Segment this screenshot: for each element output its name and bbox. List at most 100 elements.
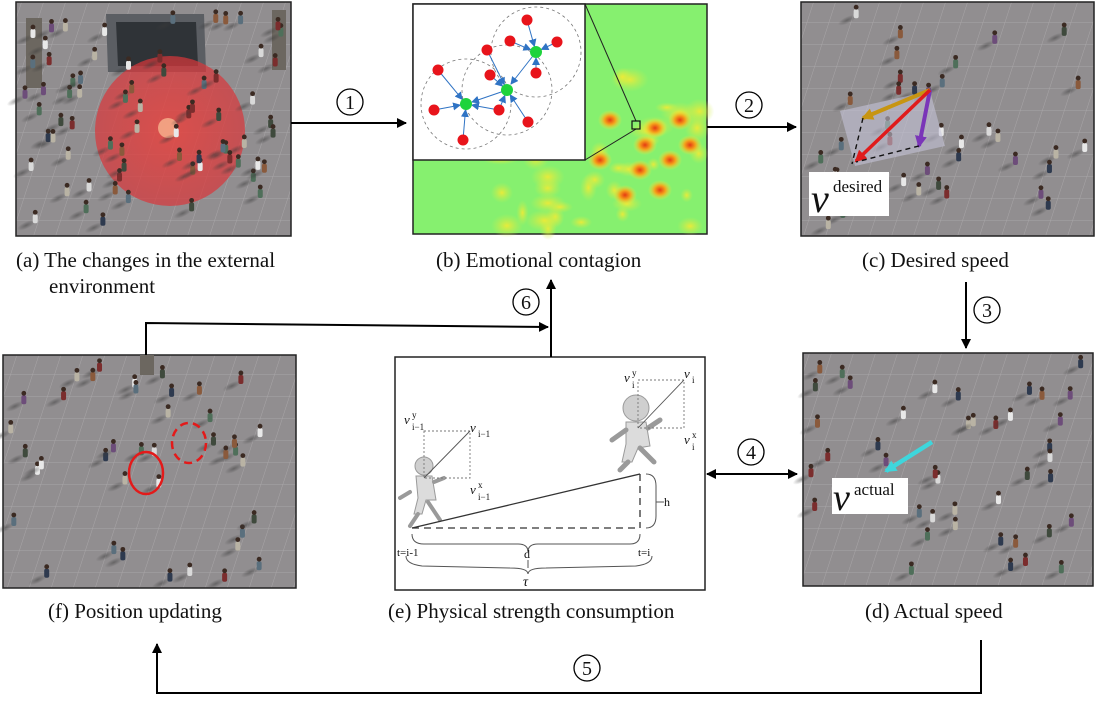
step-2-marker: 2 — [735, 91, 763, 119]
pedestrian — [84, 212, 106, 234]
caption-c: (c) Desired speed — [862, 248, 1009, 272]
pedestrian — [252, 114, 274, 136]
label-v-cur-x-sup: x — [692, 430, 697, 440]
step-5-label: 5 — [582, 658, 592, 680]
pedestrian — [1031, 448, 1053, 470]
pedestrian — [235, 510, 257, 531]
pedestrian — [207, 445, 229, 467]
pedestrian — [117, 380, 139, 401]
pedestrian — [992, 557, 1014, 579]
label-h: h — [664, 495, 670, 509]
panel-f-scene — [0, 354, 297, 590]
pedestrian — [1009, 466, 1030, 488]
pedestrian — [885, 405, 906, 427]
pedestrian — [222, 370, 244, 392]
pedestrian — [86, 22, 108, 44]
label-v-prev-x-sub: i−1 — [478, 492, 490, 502]
pedestrian — [211, 150, 233, 171]
pedestrian — [21, 101, 42, 123]
pedestrian — [153, 383, 175, 405]
label-v-prev-y: v — [404, 412, 410, 427]
label-v-prev-x-sup: x — [478, 480, 483, 490]
pedestrian — [1042, 412, 1063, 433]
pedestrian — [796, 497, 818, 519]
pedestrian — [955, 412, 976, 434]
label-v-cur-y: v — [624, 370, 630, 385]
flow-arrows — [145, 118, 982, 694]
pedestrian — [171, 562, 193, 584]
pedestrian — [70, 178, 92, 199]
pedestrian — [105, 158, 127, 179]
pedestrian — [6, 85, 28, 107]
superscript-actual: actual — [854, 480, 895, 499]
pedestrian — [191, 408, 213, 430]
pedestrian — [880, 81, 902, 103]
pedestrian — [173, 197, 195, 219]
pedestrian — [885, 172, 907, 194]
pedestrian — [970, 122, 992, 143]
pedestrian — [97, 181, 118, 202]
pedestrian — [837, 4, 859, 26]
pedestrian — [824, 364, 845, 386]
pedestrian — [206, 568, 228, 590]
label-v-prev-sub: i−1 — [478, 429, 490, 439]
slope-line — [411, 473, 641, 529]
pedestrian — [1031, 159, 1052, 181]
crowd-f — [0, 358, 263, 590]
panel-e-schematic: v y i−1 v i−1 v x i−1 v y i v i v x i h … — [394, 356, 706, 591]
pedestrian — [222, 10, 244, 32]
step-markers: 1 2 3 4 5 6 — [336, 88, 1001, 682]
pedestrian — [240, 556, 262, 578]
pedestrian — [893, 561, 914, 583]
label-box-actual — [832, 478, 908, 514]
pedestrian — [224, 453, 246, 474]
pedestrian — [107, 89, 128, 111]
pedestrian — [161, 147, 182, 169]
pedestrian — [200, 107, 222, 129]
pedestrian — [158, 123, 179, 145]
pedestrian — [1030, 196, 1051, 218]
step-5-marker: 5 — [573, 654, 601, 682]
pedestrian — [151, 568, 173, 589]
pedestrian — [76, 46, 98, 68]
pedestrian — [940, 387, 961, 408]
pedestrian — [67, 199, 89, 221]
pedestrian — [95, 439, 116, 460]
crowd-a — [6, 9, 284, 234]
pedestrian — [207, 11, 229, 32]
node-red — [521, 14, 533, 26]
label-v-prev: v — [470, 420, 476, 435]
pedestrian — [95, 540, 117, 562]
pedestrian — [181, 381, 202, 403]
pedestrian — [799, 414, 820, 436]
pedestrian — [832, 375, 853, 397]
caption-a-line2: environment — [49, 274, 155, 298]
caption-a-line1: (a) The changes in the external — [16, 248, 275, 272]
pedestrian — [937, 54, 959, 76]
pedestrian — [145, 63, 167, 84]
next-position-circle — [170, 421, 208, 465]
pedestrian — [901, 504, 922, 525]
pedestrian — [197, 69, 219, 90]
pedestrian — [909, 527, 930, 548]
label-v-cur: v — [684, 366, 690, 381]
pedestrian — [53, 115, 75, 137]
pedestrian — [254, 124, 276, 145]
node-red — [432, 64, 444, 76]
pedestrian — [122, 98, 143, 120]
node-green — [530, 46, 542, 58]
pedestrian — [118, 119, 140, 141]
pedestrian — [1066, 138, 1088, 160]
node-red — [504, 35, 516, 47]
pedestrian — [936, 501, 958, 523]
label-t-end: t=i — [638, 547, 650, 559]
label-t-start: t=i-1 — [397, 547, 418, 559]
current-position-circle — [127, 450, 165, 496]
pedestrian — [23, 456, 44, 477]
step-6-label: 6 — [521, 292, 531, 314]
pedestrian — [58, 367, 80, 389]
caption-b: (b) Emotional contagion — [436, 248, 642, 272]
step-3-marker: 3 — [973, 296, 1001, 324]
pedestrian — [0, 419, 14, 441]
